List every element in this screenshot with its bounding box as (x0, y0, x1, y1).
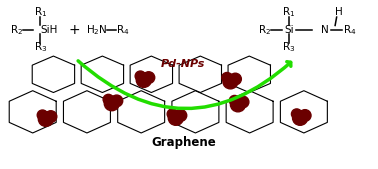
Text: R$_3$: R$_3$ (34, 40, 47, 54)
Text: R$_2$: R$_2$ (10, 23, 23, 37)
Circle shape (231, 97, 245, 112)
Text: SiH: SiH (40, 25, 58, 35)
Polygon shape (130, 56, 172, 92)
Text: N: N (321, 25, 328, 35)
Circle shape (229, 73, 241, 85)
Circle shape (293, 111, 308, 125)
Polygon shape (64, 91, 110, 133)
Circle shape (136, 73, 151, 87)
Polygon shape (280, 91, 327, 133)
Text: Si: Si (284, 25, 294, 35)
Text: R$_1$: R$_1$ (282, 5, 296, 19)
Circle shape (175, 110, 187, 121)
Circle shape (167, 109, 178, 119)
Circle shape (223, 74, 238, 89)
Text: R$_1$: R$_1$ (34, 5, 47, 19)
Circle shape (38, 112, 53, 126)
Circle shape (37, 110, 48, 120)
Circle shape (237, 96, 249, 108)
Circle shape (45, 111, 57, 122)
Circle shape (104, 96, 119, 111)
Polygon shape (179, 56, 222, 92)
Text: H: H (335, 7, 343, 17)
Polygon shape (172, 91, 219, 133)
Circle shape (168, 111, 183, 125)
Polygon shape (228, 56, 270, 92)
Polygon shape (118, 91, 165, 133)
Text: +: + (68, 23, 80, 37)
Polygon shape (9, 91, 56, 133)
Circle shape (111, 95, 123, 107)
Polygon shape (32, 56, 74, 92)
Circle shape (135, 71, 146, 81)
Text: H$_2$N: H$_2$N (86, 23, 107, 37)
Text: R$_4$: R$_4$ (344, 23, 357, 37)
Circle shape (222, 73, 232, 83)
Circle shape (229, 95, 240, 106)
Circle shape (291, 109, 302, 119)
Text: R$_4$: R$_4$ (116, 23, 130, 37)
Circle shape (143, 72, 155, 83)
Text: R$_2$: R$_2$ (258, 23, 271, 37)
Text: Graphene: Graphene (151, 136, 216, 149)
Circle shape (299, 110, 311, 121)
Text: Pd-NPs: Pd-NPs (161, 59, 206, 69)
Polygon shape (226, 91, 273, 133)
Text: R$_3$: R$_3$ (282, 40, 296, 54)
Circle shape (103, 94, 114, 105)
Polygon shape (81, 56, 124, 92)
